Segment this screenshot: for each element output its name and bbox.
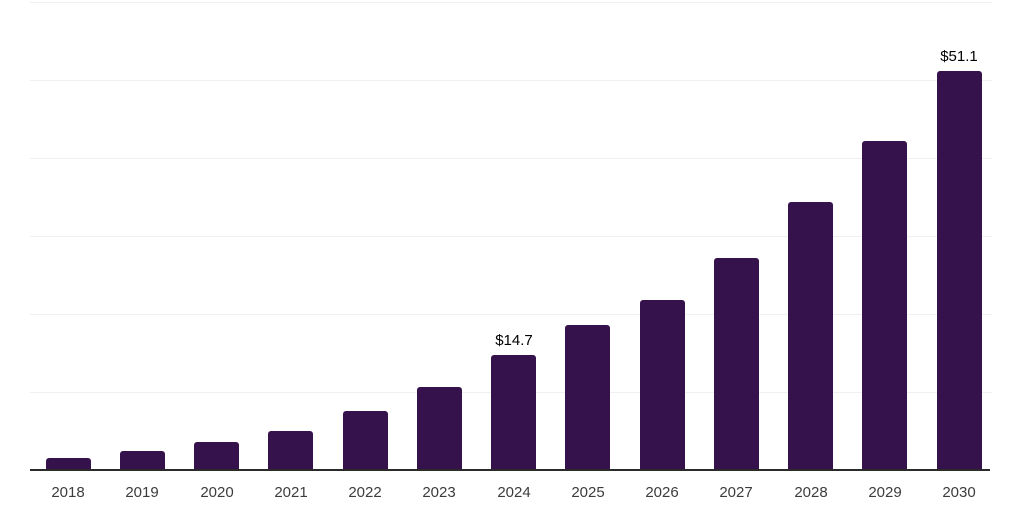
x-tick-label-2028: 2028	[794, 484, 828, 501]
x-tick-label-2021: 2021	[274, 484, 308, 501]
x-tick-label-2019: 2019	[125, 484, 159, 501]
bar-2023	[417, 387, 462, 470]
x-tick-label-2029: 2029	[868, 484, 902, 501]
gridline-50	[30, 80, 992, 81]
bar-2024	[491, 355, 536, 470]
bar-2018	[46, 458, 91, 470]
x-tick-label-2027: 2027	[719, 484, 753, 501]
x-tick-label-2020: 2020	[200, 484, 234, 501]
bar-2028	[788, 202, 833, 470]
gridline-60	[30, 2, 992, 3]
x-tick-label-2022: 2022	[348, 484, 382, 501]
bar-2021	[268, 431, 313, 470]
x-tick-label-2023: 2023	[422, 484, 456, 501]
x-tick-label-2018: 2018	[51, 484, 85, 501]
x-tick-label-2030: 2030	[942, 484, 976, 501]
bar-2029	[862, 141, 907, 470]
x-tick-label-2026: 2026	[645, 484, 679, 501]
bar-2019	[120, 451, 165, 470]
x-tick-label-2024: 2024	[497, 484, 531, 501]
gridline-40	[30, 158, 992, 159]
gridline-20	[30, 314, 992, 315]
bar-2027	[714, 258, 759, 470]
bar-2030	[937, 71, 982, 470]
bar-2020	[194, 442, 239, 470]
bar-value-label-2030: $51.1	[940, 48, 978, 65]
bar-2025	[565, 325, 610, 470]
x-tick-label-2025: 2025	[571, 484, 605, 501]
x-axis-line	[30, 469, 990, 471]
bar-value-label-2024: $14.7	[495, 332, 533, 349]
bar-2022	[343, 411, 388, 470]
bar-2026	[640, 300, 685, 470]
gridline-30	[30, 236, 992, 237]
